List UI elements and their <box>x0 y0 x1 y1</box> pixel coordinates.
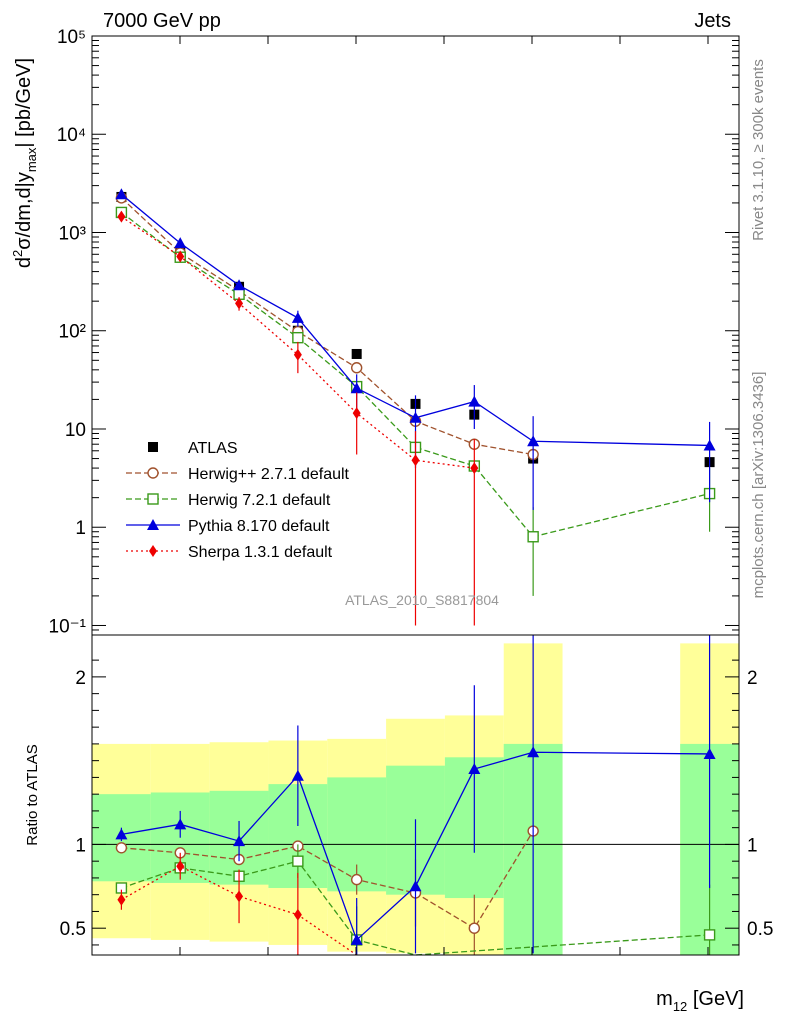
data-point <box>176 250 185 263</box>
series-line <box>121 830 534 930</box>
legend-label: ATLAS <box>188 440 238 457</box>
data-point <box>350 382 363 394</box>
y-tick-label: 10⁵ <box>57 27 86 48</box>
legend-item: Herwig 7.2.1 default <box>126 492 331 509</box>
legend-label: Herwig 7.2.1 default <box>188 492 331 509</box>
data-point <box>411 454 420 467</box>
legend-marker <box>149 545 157 557</box>
ratio-series <box>115 635 716 956</box>
data-point <box>703 747 716 759</box>
series-line <box>121 865 358 956</box>
ratio-tick-label: 0.5 <box>747 919 773 940</box>
data-point <box>470 462 479 475</box>
ratio-tick-label: 1 <box>747 835 758 856</box>
data-point <box>409 880 422 892</box>
y-tick-label: 10³ <box>59 223 86 244</box>
series-pythia-8-170-default <box>115 635 716 955</box>
legend-item: Herwig++ 2.7.1 default <box>126 466 350 483</box>
data-point <box>409 411 422 423</box>
data-point <box>468 922 481 934</box>
data-point <box>174 818 187 830</box>
y-tick-label: 1 <box>75 518 86 539</box>
legend-item: Pythia 8.170 default <box>126 518 330 535</box>
y-tick-label: 10⁴ <box>57 125 86 146</box>
y-tick-label: 10² <box>59 322 86 343</box>
data-point <box>468 395 481 407</box>
side-label-top: Rivet 3.1.10, ≥ 300k events <box>750 59 767 241</box>
legend-marker <box>148 442 158 452</box>
data-point <box>115 842 128 854</box>
legend-label: Pythia 8.170 default <box>188 518 330 535</box>
data-point <box>703 439 716 451</box>
series-line <box>120 197 534 456</box>
main-series <box>115 188 716 626</box>
data-point <box>233 279 246 291</box>
legend-marker <box>147 493 159 505</box>
data-point <box>527 746 540 758</box>
data-point <box>115 188 128 200</box>
ratio-tick-label: 1 <box>75 835 86 856</box>
ratio-frame <box>91 634 740 956</box>
y-tick-label: 10 <box>65 420 86 441</box>
data-point <box>351 348 362 359</box>
analysis-label: ATLAS_2010_S8817804 <box>345 592 499 608</box>
legend-label: Sherpa 1.3.1 default <box>188 544 333 561</box>
ratio-tick-label: 0.5 <box>60 919 86 940</box>
data-point <box>233 835 246 847</box>
x-axis-label: m12 [GeV] <box>656 988 744 1014</box>
y-tick-label: 10⁻¹ <box>49 616 87 637</box>
legend-marker <box>147 467 159 479</box>
header-right: Jets <box>694 10 731 32</box>
header-left: 7000 GeV pp <box>103 10 221 32</box>
series-sherpa-1-3-1-default <box>117 852 358 956</box>
series-sherpa-1-3-1-default <box>117 210 479 626</box>
data-point <box>235 890 244 903</box>
data-point <box>350 873 363 886</box>
data-point <box>291 311 304 323</box>
data-point <box>352 407 361 420</box>
legend-marker <box>147 519 159 530</box>
ratio-tick-label: 2 <box>75 668 86 689</box>
legend-item: Sherpa 1.3.1 default <box>126 544 333 561</box>
data-point <box>117 210 126 223</box>
data-point <box>115 828 128 840</box>
data-point <box>176 860 185 873</box>
data-point <box>174 237 187 249</box>
legend-item: ATLAS <box>148 440 238 457</box>
data-point <box>350 933 363 945</box>
data-point <box>117 893 126 906</box>
data-point <box>350 362 363 374</box>
legend: ATLAS Herwig++ 2.7.1 default Herwig 7.2.1 … <box>126 440 350 561</box>
ratio-tick-label: 2 <box>747 668 758 689</box>
data-point <box>468 763 481 775</box>
main-ylabel: d2σ/dm,d|ymax| [pb/GeV] <box>10 58 39 268</box>
data-point <box>291 769 304 781</box>
data-point <box>292 855 304 867</box>
data-point <box>235 297 244 310</box>
data-point <box>527 435 540 447</box>
data-point <box>293 348 302 361</box>
data-point <box>293 908 302 921</box>
data-point <box>703 929 716 941</box>
side-label-bottom: mcplots.cern.ch [arXiv:1306.3436] <box>750 372 767 599</box>
ratio-ylabel: Ratio to ATLAS <box>24 744 41 845</box>
data-point <box>292 331 304 344</box>
data-point <box>527 531 539 543</box>
legend-label: Herwig++ 2.7.1 default <box>188 466 350 483</box>
